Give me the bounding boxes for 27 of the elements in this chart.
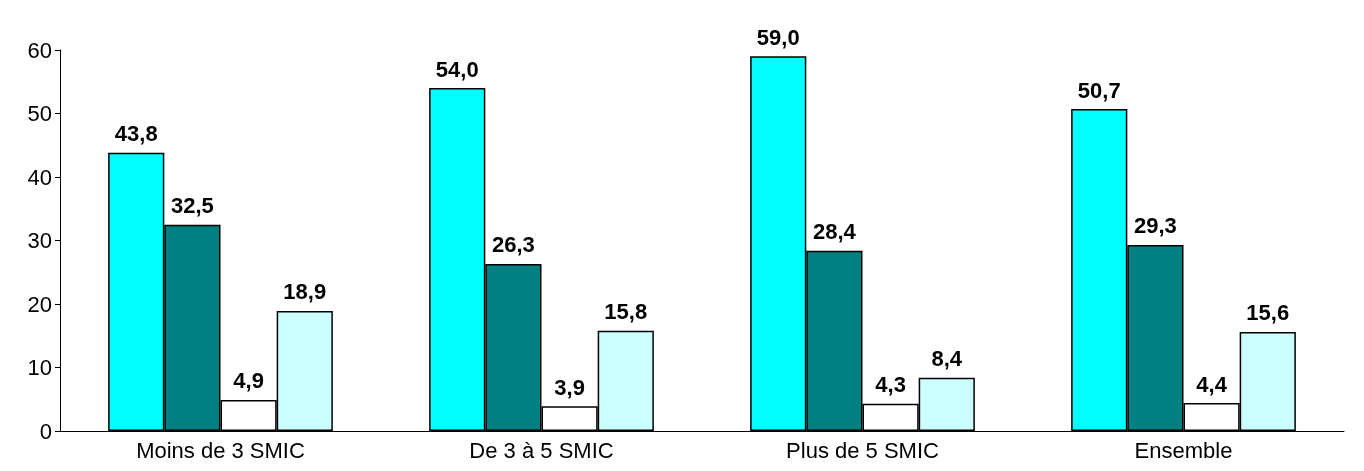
data-label: 15,6 [1246,300,1290,326]
x-tick-label: Moins de 3 SMIC [136,437,305,463]
x-tick-label: Ensemble [1134,437,1233,463]
y-tick-label: 40 [27,164,52,190]
data-label: 8,4 [931,346,963,372]
y-tick-label: 10 [27,355,52,380]
data-label: 4,9 [233,368,264,394]
x-tick-label: De 3 à 5 SMIC [469,437,614,463]
data-label: 32,5 [171,193,214,219]
data-label: 26,3 [492,232,535,258]
y-tick-label: 0 [39,418,52,444]
y-tick-label: 30 [27,228,52,253]
data-label: 43,8 [114,121,158,147]
data-label: 50,7 [1077,77,1121,103]
data-label: 29,3 [1134,213,1177,239]
data-label: 4,4 [1196,371,1228,397]
data-label: 15,8 [604,299,648,325]
y-tick-label: 60 [27,37,52,63]
data-label: 54,0 [435,56,479,82]
x-tick-label: Plus de 5 SMIC [786,437,940,463]
data-label: 59,0 [756,24,800,50]
y-tick-label: 20 [27,291,52,317]
data-label: 3,9 [554,374,585,400]
data-label: 28,4 [813,219,857,245]
data-label: 4,3 [875,372,906,398]
y-tick-label: 50 [27,101,52,126]
data-label: 18,9 [283,279,327,305]
